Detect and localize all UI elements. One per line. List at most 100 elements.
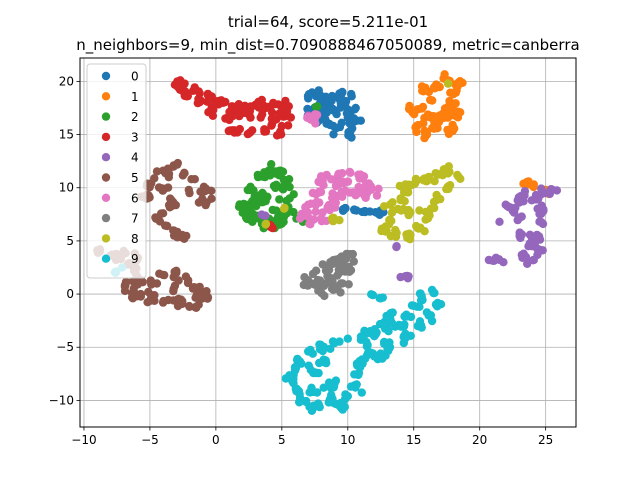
point-class-8 [412, 176, 421, 185]
point-class-5 [179, 233, 188, 242]
point-class-4 [535, 217, 544, 226]
legend-label-9: 9 [131, 252, 139, 266]
point-class-7 [300, 273, 309, 282]
point-class-3 [283, 121, 293, 130]
point-class-8 [388, 198, 397, 207]
point-class-9 [380, 339, 389, 348]
legend-label-1: 1 [131, 90, 139, 104]
point-class-2 [312, 102, 322, 111]
point-class-7 [337, 252, 346, 261]
point-class-9 [281, 374, 290, 383]
point-class-9 [412, 302, 422, 311]
point-class-8 [261, 220, 270, 229]
point-class-4 [520, 191, 529, 200]
point-class-5 [121, 277, 131, 287]
point-class-8 [425, 211, 434, 220]
point-class-0 [315, 92, 324, 101]
point-class-3 [286, 113, 295, 122]
point-class-5 [207, 194, 216, 203]
point-class-8 [436, 194, 445, 204]
point-class-7 [318, 260, 327, 269]
point-class-0 [337, 118, 346, 128]
point-class-4 [515, 198, 524, 207]
point-class-8 [414, 224, 423, 233]
legend-label-8: 8 [131, 232, 139, 246]
point-class-1 [429, 83, 439, 92]
point-class-6 [374, 184, 383, 193]
legend-label-7: 7 [131, 212, 139, 226]
point-class-9 [304, 361, 313, 370]
point-class-1 [419, 119, 428, 128]
point-class-8 [382, 226, 391, 236]
point-class-1 [521, 179, 531, 189]
point-class-1 [450, 124, 459, 133]
point-class-3 [191, 85, 200, 95]
point-class-2 [284, 175, 294, 184]
point-class-5 [161, 221, 170, 230]
point-class-0 [337, 94, 346, 104]
point-class-9 [360, 354, 370, 363]
point-class-9 [367, 290, 376, 299]
point-class-8 [426, 204, 436, 213]
point-class-5 [128, 277, 137, 286]
point-class-1 [451, 80, 460, 89]
point-class-5 [152, 279, 162, 288]
point-class-9 [308, 349, 317, 358]
point-class-3 [280, 105, 290, 114]
x-tick-label: 10 [340, 433, 355, 447]
point-class-9 [417, 323, 426, 332]
point-class-9 [328, 394, 337, 404]
point-class-9 [351, 383, 360, 392]
point-class-3 [238, 108, 248, 117]
y-tick-label: −5 [56, 340, 74, 354]
legend-label-4: 4 [131, 151, 139, 165]
point-class-1 [426, 95, 435, 105]
point-class-9 [326, 344, 335, 353]
point-class-8 [443, 164, 452, 173]
point-class-9 [295, 393, 305, 402]
point-class-3 [276, 127, 285, 136]
point-class-5 [127, 293, 137, 302]
point-class-9 [328, 337, 338, 346]
point-class-9 [416, 296, 426, 305]
point-class-2 [245, 215, 254, 224]
point-class-7 [336, 279, 346, 288]
point-class-2 [274, 218, 284, 227]
point-class-5 [192, 303, 201, 312]
legend-marker-8 [101, 234, 111, 243]
point-class-0 [338, 206, 348, 215]
point-class-6 [337, 187, 346, 197]
point-class-5 [152, 167, 162, 176]
legend-label-6: 6 [131, 191, 139, 205]
legend-box [86, 63, 147, 279]
point-class-0 [320, 114, 330, 124]
point-class-8 [400, 197, 409, 206]
point-class-3 [267, 114, 276, 123]
point-class-8 [387, 208, 397, 217]
legend-marker-5 [101, 173, 111, 182]
point-class-9 [406, 312, 416, 322]
y-tick-label: 10 [59, 181, 74, 195]
point-class-3 [208, 111, 218, 121]
point-class-9 [310, 368, 320, 377]
point-class-5 [147, 293, 156, 302]
point-class-3 [281, 96, 290, 106]
point-class-6 [303, 208, 313, 217]
point-class-7 [344, 280, 353, 289]
point-class-4 [532, 195, 541, 204]
point-class-4 [261, 211, 270, 220]
series-8 [261, 79, 465, 244]
point-class-8 [415, 206, 424, 215]
point-class-6 [372, 191, 382, 200]
point-class-6 [355, 188, 364, 197]
point-class-9 [331, 376, 341, 385]
point-class-6 [329, 197, 339, 206]
point-class-6 [303, 113, 312, 123]
point-class-4 [530, 235, 539, 244]
x-tick-label: 20 [472, 433, 487, 447]
point-class-5 [173, 158, 182, 168]
point-class-9 [326, 384, 336, 393]
point-class-9 [400, 320, 409, 329]
point-class-7 [299, 280, 308, 290]
point-class-9 [427, 285, 437, 295]
